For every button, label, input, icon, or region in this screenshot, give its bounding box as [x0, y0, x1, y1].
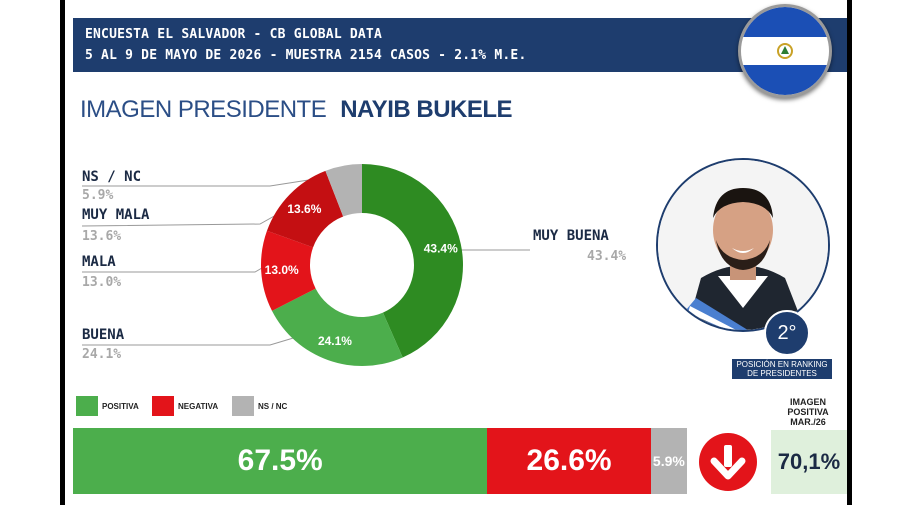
ranking-badge: 2°	[764, 310, 810, 356]
ranking-caption-line-1: POSICIÓN EN RANKING	[736, 360, 828, 369]
value-ns-nc: 5.9%	[82, 188, 114, 203]
label-muy-mala: MUY MALA	[82, 207, 150, 223]
legend-swatch-negative	[152, 396, 174, 416]
label-ns-nc: NS / NC	[82, 169, 142, 185]
left-frame-border	[60, 0, 65, 505]
legend-swatch-positive	[76, 396, 98, 416]
legend-ns-nc: NS / NC	[232, 396, 287, 416]
label-muy-buena: MUY BUENA	[533, 228, 609, 244]
legend-positive: POSITIVA	[76, 396, 139, 416]
bar-segment-positive: 67.5%	[73, 428, 488, 494]
value-buena: 24.1%	[82, 347, 122, 362]
label-mala: MALA	[82, 254, 116, 270]
ranking-caption: POSICIÓN EN RANKING DE PRESIDENTES	[732, 359, 832, 379]
value-muy-mala: 13.6%	[82, 229, 122, 244]
legend-swatch-ns-nc	[232, 396, 254, 416]
bar-segment-ns-nc: 5.9%	[650, 428, 687, 494]
legend-label-positive: POSITIVA	[102, 401, 139, 411]
image-positive-label: IMAGEN POSITIVA MAR./26	[772, 397, 844, 427]
header-line-1: ENCUESTA EL SALVADOR - CB GLOBAL DATA	[85, 27, 382, 42]
legend-negative: NEGATIVA	[152, 396, 218, 416]
image-positive-label-line-2: POSITIVA	[787, 407, 829, 417]
image-positive-value: 70,1%	[771, 430, 847, 494]
header-line-2: 5 AL 9 DE MAYO DE 2026 - MUESTRA 2154 CA…	[85, 48, 527, 63]
page-title: IMAGEN PRESIDENTE NAYIB BUKELE	[80, 96, 513, 124]
value-muy-buena: 43.4%	[587, 249, 627, 264]
right-frame-border	[847, 0, 852, 505]
value-mala: 13.0%	[82, 275, 122, 290]
survey-header: ENCUESTA EL SALVADOR - CB GLOBAL DATA 5 …	[73, 18, 847, 72]
title-prefix: IMAGEN PRESIDENTE	[80, 96, 327, 123]
president-portrait: 2°	[656, 158, 830, 356]
bar-segment-negative: 26.6%	[487, 428, 651, 494]
legend-label-negative: NEGATIVA	[178, 401, 219, 411]
image-positive-label-line-3: MAR./26	[790, 417, 826, 427]
legend-label-ns-nc: NS / NC	[258, 401, 288, 411]
arrow-down-icon	[699, 433, 757, 491]
image-positive-label-line-1: IMAGEN	[790, 397, 826, 407]
el-salvador-flag-icon	[738, 4, 832, 98]
ranking-caption-line-2: DE PRESIDENTES	[747, 369, 817, 378]
president-name: NAYIB BUKELE	[340, 96, 513, 123]
label-buena: BUENA	[82, 327, 125, 343]
